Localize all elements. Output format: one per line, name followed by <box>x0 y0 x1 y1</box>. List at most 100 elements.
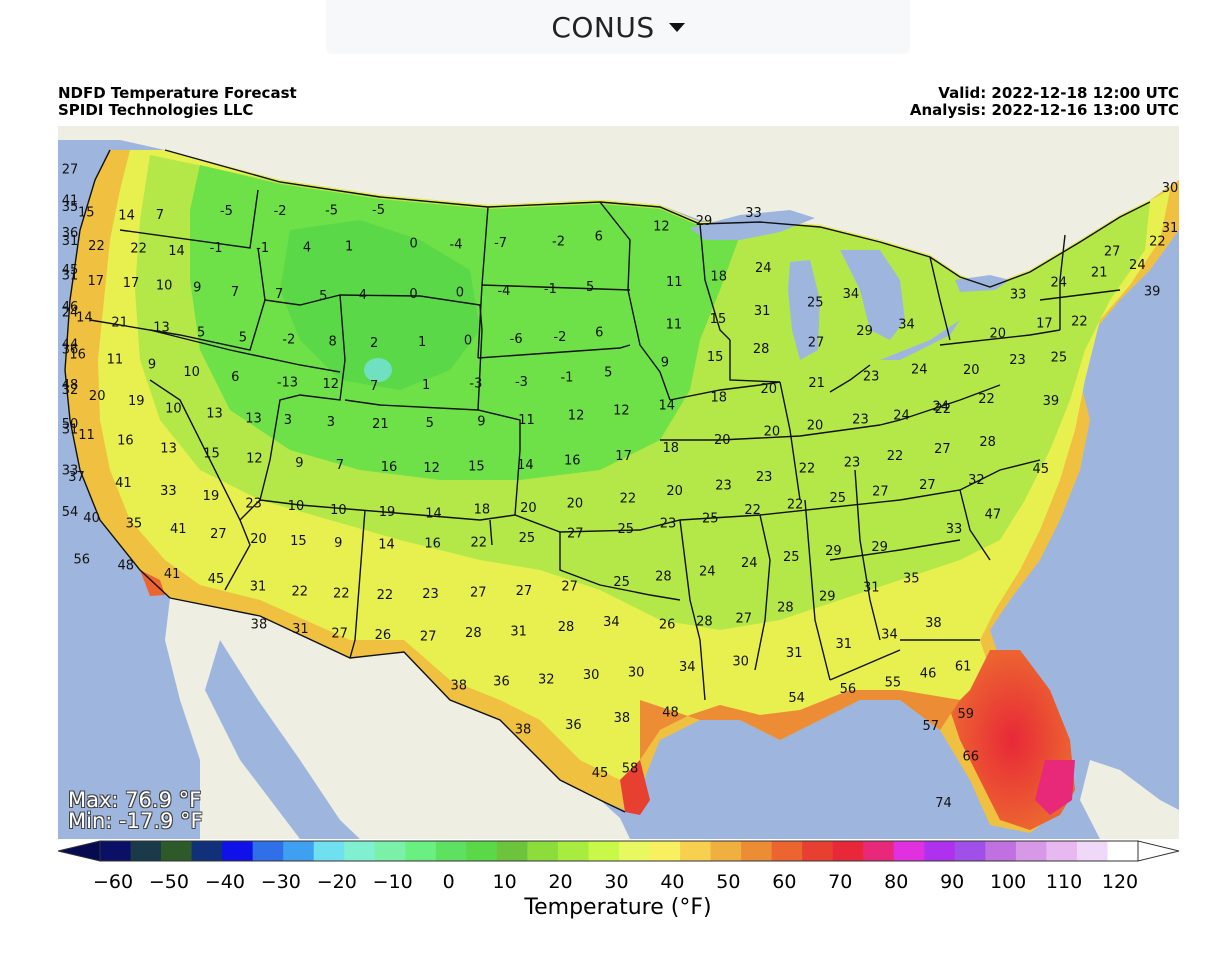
map-value-label: 2 <box>370 336 378 351</box>
colorbar-swatch <box>1046 841 1078 861</box>
map-value-label: 22 <box>620 492 637 507</box>
map-value-label: 18 <box>474 503 491 518</box>
colorbar-swatch <box>741 841 773 861</box>
map-value-label: 0 <box>409 237 417 252</box>
map-value-label: 36 <box>62 226 79 241</box>
map-value-label: 23 <box>1009 353 1026 368</box>
south-texas-hot <box>620 760 650 815</box>
map-value-label: 25 <box>783 550 800 565</box>
map-value-label: 14 <box>658 398 675 413</box>
colorbar-tick-label: −10 <box>372 871 413 893</box>
map-value-label: 33 <box>745 206 762 221</box>
map-value-label: 33 <box>1010 288 1027 303</box>
colorbar-swatch <box>130 841 162 861</box>
map-value-label: 12 <box>613 403 630 418</box>
map-value-label: 16 <box>117 433 134 448</box>
map-value-label: 3 <box>327 415 335 430</box>
map-value-label: 25 <box>618 522 635 537</box>
map-value-label: 11 <box>666 275 683 290</box>
map-value-label: 31 <box>1162 221 1179 236</box>
map-value-label: 34 <box>898 318 915 333</box>
map-value-label: 13 <box>160 441 177 456</box>
map-value-label: 38 <box>614 711 631 726</box>
colorbar-swatch <box>374 841 406 861</box>
map-value-label: 11 <box>78 428 95 443</box>
gulf-of-california <box>205 640 360 839</box>
map-value-label: 38 <box>451 678 468 693</box>
map-value-label: -4 <box>497 284 510 299</box>
map-value-label: 56 <box>74 553 91 568</box>
map-value-label: 17 <box>615 449 632 464</box>
map-value-label: 33 <box>62 464 79 479</box>
map-value-label: 12 <box>246 451 263 466</box>
map-value-label: 5 <box>426 416 434 431</box>
map-value-label: 14 <box>517 458 534 473</box>
chevron-down-icon[interactable] <box>668 22 685 32</box>
colorbar-tick-label: −50 <box>148 871 189 893</box>
canada-land <box>58 126 1179 285</box>
map-value-label: 28 <box>753 342 770 357</box>
map-value-label: 13 <box>245 411 262 426</box>
map-value-label: 25 <box>613 575 630 590</box>
map-value-label: 26 <box>375 628 392 643</box>
map-value-label: 37 <box>68 470 85 485</box>
map-value-label: 35 <box>903 571 920 586</box>
map-value-label: 11 <box>666 318 683 333</box>
map-value-label: 34 <box>843 287 860 302</box>
map-value-label: -5 <box>325 204 338 219</box>
map-value-label: 27 <box>567 527 584 542</box>
map-value-label: 18 <box>710 269 727 284</box>
colorbar-swatch <box>802 841 834 861</box>
map-value-label: 32 <box>62 383 79 398</box>
region-selector-label: CONUS <box>551 10 655 44</box>
map-value-label: -1 <box>560 370 573 385</box>
map-value-label: 9 <box>334 536 342 551</box>
colorbar-tick-label: 90 <box>940 871 965 893</box>
map-value-label: 25 <box>702 511 719 526</box>
colorbar-swatch <box>954 841 986 861</box>
map-value-label: 31 <box>786 646 803 661</box>
map-value-label: 22 <box>1071 314 1088 329</box>
lake-michigan <box>788 260 820 360</box>
map-value-label: 27 <box>331 626 348 641</box>
map-value-label: 27 <box>516 584 533 599</box>
map-value-label: -2 <box>553 330 566 345</box>
map-value-label: 36 <box>62 342 79 357</box>
map-value-label: 32 <box>968 473 985 488</box>
map-value-label: -3 <box>469 377 482 392</box>
map-value-label: 58 <box>622 761 639 776</box>
map-value-label: 61 <box>955 660 972 675</box>
colorbar <box>57 840 1180 862</box>
colorbar-tick-label: 30 <box>604 871 629 893</box>
map-value-label: 31 <box>62 268 79 283</box>
map-value-label: 34 <box>679 660 696 675</box>
map-value-label: 14 <box>378 538 395 553</box>
map-value-label: 16 <box>424 537 441 552</box>
colorbar-tick-label: 110 <box>1045 871 1083 893</box>
map-value-label: 22 <box>787 497 804 512</box>
map-value-label: 22 <box>935 402 952 417</box>
map-value-label: 33 <box>946 522 963 537</box>
map-value-label: -2 <box>282 333 295 348</box>
coldest-spot <box>364 358 392 382</box>
map-value-label: 28 <box>979 435 996 450</box>
map-value-label: 29 <box>696 214 713 229</box>
rockies-cold-zone <box>280 220 480 390</box>
map-value-label: 23 <box>660 517 677 532</box>
map-value-label: 15 <box>707 350 724 365</box>
map-value-label: 31 <box>510 624 527 639</box>
map-value-label: 23 <box>756 470 773 485</box>
map-value-label: 54 <box>62 505 79 520</box>
map-value-label: 21 <box>1091 266 1108 281</box>
map-value-label: 34 <box>881 628 898 643</box>
map-value-label: -2 <box>552 234 565 249</box>
region-selector[interactable]: CONUS <box>326 0 910 54</box>
colorbar-swatch <box>161 841 193 861</box>
colorbar-swatch <box>771 841 803 861</box>
map-value-label: -5 <box>372 203 385 218</box>
analysis-time: Analysis: 2022-12-16 13:00 UTC <box>909 101 1179 119</box>
florida-hottest-zone <box>1035 760 1075 815</box>
map-value-label: 31 <box>62 423 79 438</box>
colorbar-tick-label: 60 <box>772 871 797 893</box>
